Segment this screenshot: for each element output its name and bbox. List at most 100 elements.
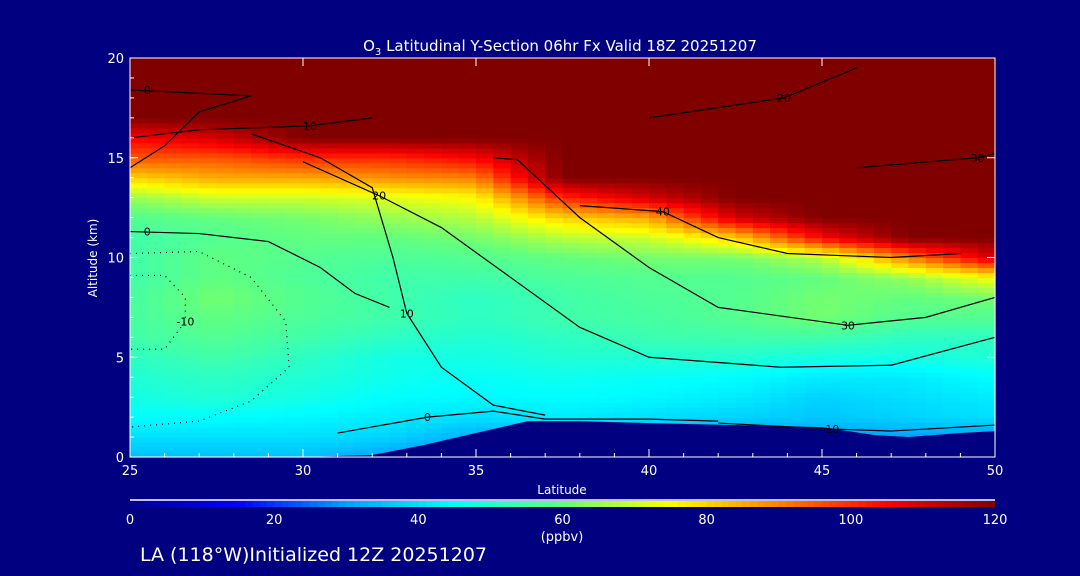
heat-cell bbox=[804, 112, 823, 119]
heat-cell bbox=[181, 137, 200, 144]
heat-cell bbox=[666, 97, 685, 104]
heat-cell bbox=[960, 112, 979, 119]
heat-cell bbox=[320, 112, 339, 119]
heat-cell bbox=[631, 317, 650, 323]
heat-cell bbox=[199, 117, 218, 124]
heat-cell bbox=[908, 177, 927, 184]
heat-cell bbox=[891, 247, 910, 254]
heat-cell bbox=[493, 252, 512, 259]
heat-cell bbox=[337, 387, 356, 393]
heat-cell bbox=[181, 132, 200, 139]
heat-cell bbox=[735, 357, 754, 363]
heat-cell bbox=[510, 347, 529, 353]
heat-cell bbox=[752, 287, 771, 293]
heat-cell bbox=[683, 202, 702, 209]
heat-cell bbox=[372, 162, 391, 169]
heat-cell bbox=[597, 137, 615, 144]
heat-cell bbox=[216, 78, 235, 84]
heat-cell bbox=[804, 92, 823, 99]
heat-cell bbox=[856, 287, 875, 293]
heat-cell bbox=[718, 137, 737, 144]
y-tick-label: 5 bbox=[116, 351, 124, 366]
heat-cell bbox=[199, 242, 218, 249]
heat-cell bbox=[147, 192, 166, 199]
heat-cell bbox=[441, 232, 460, 239]
heat-cell bbox=[718, 127, 737, 134]
heat-cell bbox=[545, 357, 564, 363]
heat-cell bbox=[562, 317, 581, 323]
heat-cell bbox=[597, 127, 615, 134]
heat-cell bbox=[476, 227, 494, 234]
heat-cell bbox=[130, 78, 148, 84]
heat-cell bbox=[856, 337, 875, 343]
heat-cell bbox=[406, 142, 425, 149]
heat-cell bbox=[683, 412, 702, 418]
heat-cell bbox=[285, 112, 304, 119]
heat-cell bbox=[147, 227, 166, 234]
heat-cell bbox=[856, 272, 875, 279]
heat-cell bbox=[545, 182, 564, 189]
heat-cell bbox=[441, 402, 460, 408]
colorbar-segment bbox=[259, 501, 268, 507]
heat-cell bbox=[441, 202, 460, 209]
heat-cell bbox=[579, 272, 598, 279]
heat-cell bbox=[372, 247, 391, 254]
heat-cell bbox=[389, 78, 408, 84]
heat-cell bbox=[925, 267, 944, 274]
heat-cell bbox=[925, 147, 944, 154]
heat-cell bbox=[977, 302, 996, 308]
heat-cell bbox=[856, 412, 875, 418]
heat-cell bbox=[285, 177, 304, 184]
heat-cell bbox=[787, 407, 806, 413]
heat-cell bbox=[476, 347, 494, 353]
heat-cell bbox=[372, 352, 391, 358]
heat-cell bbox=[891, 222, 910, 229]
heat-cell bbox=[597, 222, 615, 229]
colorbar-segment bbox=[461, 501, 470, 507]
heat-cell bbox=[822, 212, 840, 219]
heat-cell bbox=[372, 262, 391, 269]
heat-cell bbox=[960, 147, 979, 154]
heat-cell bbox=[164, 402, 183, 408]
heat-cell bbox=[233, 122, 252, 129]
heat-cell bbox=[441, 252, 460, 259]
heat-cell bbox=[181, 322, 200, 328]
heat-cell bbox=[441, 267, 460, 274]
heat-cell bbox=[441, 287, 460, 293]
heat-cell bbox=[424, 152, 442, 159]
x-tick-label: 40 bbox=[641, 464, 658, 479]
heat-cell bbox=[752, 162, 771, 169]
heat-cell bbox=[925, 177, 944, 184]
heat-cell bbox=[354, 347, 373, 353]
heat-cell bbox=[545, 97, 564, 104]
heat-cell bbox=[476, 307, 494, 313]
heat-cell bbox=[770, 402, 788, 408]
heat-cell bbox=[700, 152, 719, 159]
heat-cell bbox=[389, 442, 408, 448]
heat-cell bbox=[337, 73, 356, 79]
heat-cell bbox=[199, 287, 218, 293]
heat-cell bbox=[285, 377, 304, 383]
heat-cell bbox=[752, 237, 771, 244]
heat-cell bbox=[233, 68, 252, 74]
heat-cell bbox=[579, 402, 598, 408]
colorbar-segment bbox=[533, 501, 542, 507]
heat-cell bbox=[770, 352, 788, 358]
heat-cell bbox=[873, 327, 892, 333]
colorbar-segment bbox=[295, 501, 304, 507]
heat-cell bbox=[303, 58, 321, 64]
heat-cell bbox=[372, 102, 391, 109]
heat-cell bbox=[545, 172, 564, 179]
heat-cell bbox=[787, 152, 806, 159]
heat-cell bbox=[545, 282, 564, 288]
heat-cell bbox=[251, 82, 269, 89]
heat-cell bbox=[285, 197, 304, 204]
heat-cell bbox=[181, 82, 200, 89]
heat-cell bbox=[891, 372, 910, 378]
heat-cell bbox=[873, 187, 892, 194]
heat-cell bbox=[493, 357, 512, 363]
heat-cell bbox=[268, 212, 287, 219]
heat-cell bbox=[649, 78, 667, 84]
heat-cell bbox=[406, 92, 425, 99]
heat-cell bbox=[718, 327, 737, 333]
